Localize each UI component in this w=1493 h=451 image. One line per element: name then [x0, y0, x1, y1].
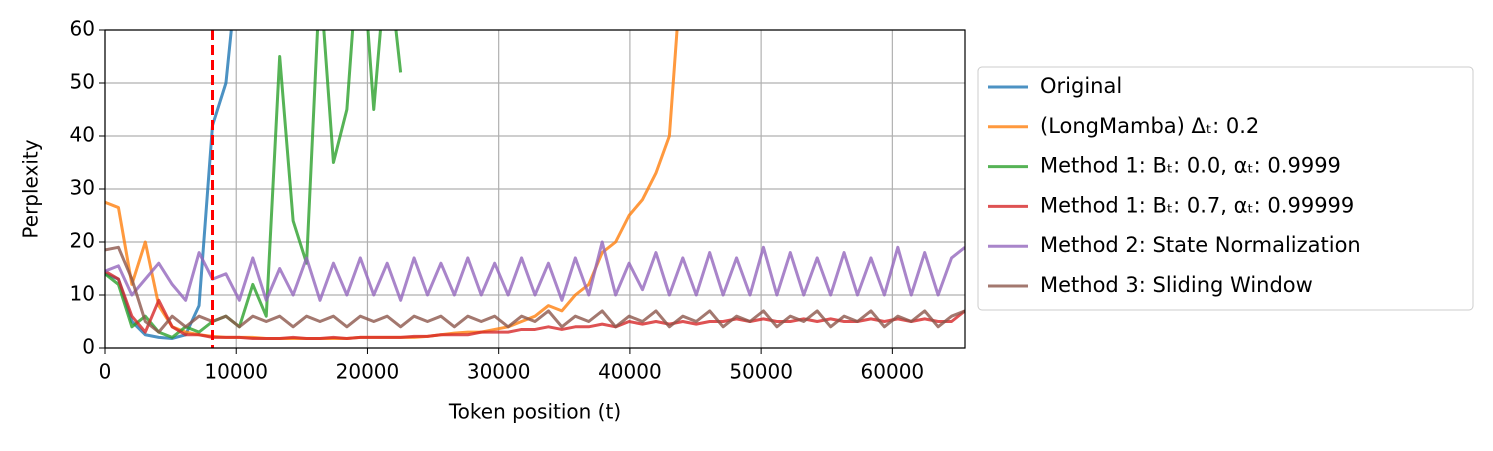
x-tick-label: 20000 [336, 360, 400, 384]
x-tick-label: 0 [99, 360, 112, 384]
y-tick-label: 10 [70, 282, 95, 306]
series-line [105, 30, 233, 340]
x-tick-label: 10000 [204, 360, 268, 384]
y-tick-label: 30 [70, 176, 95, 200]
legend-label: (LongMamba) Δₜ: 0.2 [1040, 114, 1259, 138]
y-tick-label: 50 [70, 70, 95, 94]
series-line [105, 30, 679, 340]
legend: Original (LongMamba) Δₜ: 0.2 Method 1: Bₜ:… [977, 66, 1474, 311]
series-line [105, 269, 965, 340]
plot [105, 30, 965, 348]
x-tick-label: 40000 [598, 360, 662, 384]
y-tick-label: 60 [70, 17, 95, 41]
x-tick-label: 50000 [729, 360, 793, 384]
legend-label: Method 1: Bₜ: 0.0, αₜ: 0.9999 [1040, 154, 1341, 178]
grid [104, 29, 965, 349]
legend-box [977, 66, 1474, 311]
series-line [105, 30, 403, 339]
legend-label: Original [1040, 74, 1122, 98]
x-tick-label: 60000 [861, 360, 925, 384]
y-axis-label: Perplexity [19, 139, 43, 238]
x-axis-label: Token position (t) [448, 400, 621, 424]
x-tick-label: 30000 [467, 360, 531, 384]
legend-label: Method 2: State Normalization [1040, 233, 1361, 257]
series-line [105, 245, 965, 334]
series-line [105, 240, 965, 302]
y-tick-label: 0 [82, 335, 95, 359]
y-tick-label: 20 [70, 229, 95, 253]
legend-label: Method 1: Bₜ: 0.7, αₜ: 0.99999 [1040, 193, 1354, 217]
legend-label: Method 3: Sliding Window [1040, 273, 1313, 297]
y-tick-label: 40 [70, 123, 95, 147]
